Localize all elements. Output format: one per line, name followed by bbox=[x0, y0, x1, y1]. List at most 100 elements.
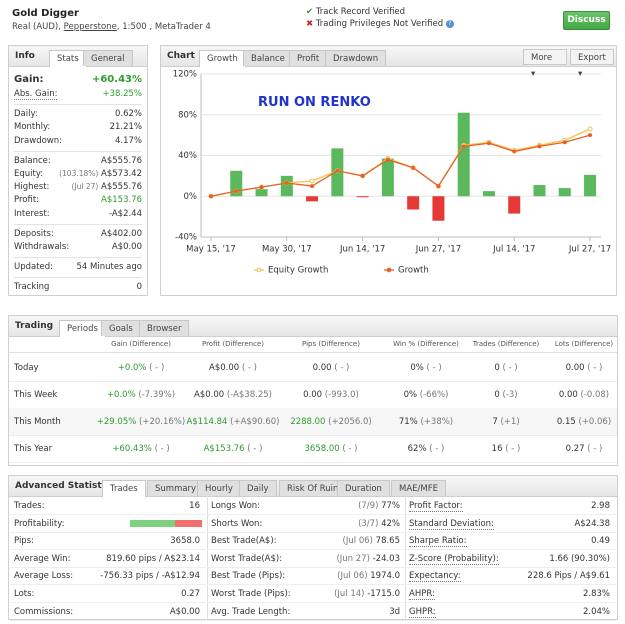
tab[interactable]: Browser bbox=[139, 320, 190, 336]
stat-row bbox=[10, 619, 206, 621]
cell-diff: (-A$38.25) bbox=[226, 390, 272, 400]
status-text: Trading Privileges Not Verified bbox=[315, 19, 444, 29]
table-cell: A$0.00 ( - ) bbox=[183, 363, 283, 373]
bar bbox=[558, 188, 571, 197]
table-cell: 0.00 (-0.08) bbox=[534, 390, 625, 400]
cell-diff: (-993.0) bbox=[324, 390, 359, 400]
stat-row bbox=[10, 514, 206, 515]
cell-diff: (+A$90.60) bbox=[230, 417, 280, 427]
tab[interactable]: Periods bbox=[59, 320, 106, 337]
stat-value-wrap: 2.83% bbox=[583, 589, 610, 599]
cell-value: A$0.00 bbox=[194, 390, 225, 400]
info-row: Drawdown: 4.17% bbox=[14, 135, 142, 148]
stat-value: -756.33 pips / -A$12.94 bbox=[100, 571, 200, 582]
stat-note: (Jul 06) bbox=[337, 571, 368, 582]
tab[interactable]: MAE/MFE bbox=[391, 480, 446, 496]
cell-value: +0.0% bbox=[117, 363, 147, 373]
tab[interactable]: Balance bbox=[243, 50, 293, 66]
cell-value: 0.00 bbox=[303, 390, 323, 400]
bar bbox=[457, 112, 470, 197]
info-row: Profit: A$153.76 bbox=[14, 194, 142, 207]
x-tick-label: May 15, '17 bbox=[186, 245, 236, 255]
tab[interactable]: Summary bbox=[147, 480, 205, 496]
table-cell: 7 (+1) bbox=[456, 417, 556, 427]
column-header: Trades (Difference) bbox=[472, 340, 540, 348]
info-label: Interest: bbox=[14, 208, 50, 219]
info-label: Daily: bbox=[14, 109, 38, 120]
stat-value-wrap: A$24.38 bbox=[574, 519, 610, 529]
stat-label: Pips: bbox=[14, 536, 34, 547]
tab[interactable]: Growth bbox=[199, 50, 246, 67]
point bbox=[284, 181, 289, 186]
table-row: Today +0.0% ( - ) A$0.00 ( - ) 0.00 ( - ) 0%… bbox=[9, 354, 617, 382]
stat-note: (Jun 27) bbox=[336, 553, 370, 564]
x-tick-label: Jun 27, '17 bbox=[415, 245, 461, 255]
cell-value: 0.27 bbox=[565, 444, 585, 454]
stat-label: Trades: bbox=[14, 501, 45, 511]
stat-value-wrap: A$0.00 bbox=[170, 607, 200, 617]
tab[interactable]: General bbox=[83, 50, 133, 66]
advanced-panel: Advanced Statistics Trades Summary Hourly D… bbox=[8, 475, 618, 621]
cell-diff: (-7.39%) bbox=[138, 390, 176, 400]
stat-value-wrap: (3/7) 42% bbox=[358, 519, 400, 529]
table-cell: 0.27 ( - ) bbox=[534, 444, 625, 454]
cell-value: 0.00 bbox=[558, 390, 578, 400]
discuss-button[interactable]: Discuss bbox=[563, 11, 610, 30]
cell-value: 3658.00 bbox=[304, 444, 340, 454]
info-panel: Info Stats General Gain: +60.43% Abs. Gain… bbox=[8, 45, 148, 296]
menu[interactable]: Export ▾ bbox=[570, 49, 614, 79]
bar bbox=[230, 170, 243, 197]
stat-value: -24.03 bbox=[372, 553, 400, 564]
point bbox=[486, 141, 491, 146]
tab[interactable]: Duration bbox=[337, 480, 390, 496]
point bbox=[411, 165, 416, 170]
stat-value: -1715.0 bbox=[367, 589, 400, 599]
info-row: Balance: A$555.76 bbox=[14, 155, 142, 168]
tab[interactable]: Stats bbox=[49, 50, 87, 67]
stat-value-wrap: 0.27 bbox=[181, 589, 200, 599]
stat-row bbox=[405, 566, 616, 568]
tab[interactable]: Goals bbox=[101, 320, 141, 336]
tab[interactable]: Profit bbox=[289, 50, 328, 66]
info-value-wrap: A$402.00 bbox=[101, 229, 142, 239]
info-value: A$402.00 bbox=[101, 228, 142, 239]
stat-value: 3658.0 bbox=[170, 536, 200, 547]
info-value: +60.43% bbox=[91, 74, 142, 85]
tab[interactable]: Hourly bbox=[197, 480, 241, 496]
bar bbox=[407, 196, 420, 210]
stat-value: 78.65 bbox=[375, 536, 400, 547]
stat-label: Average Loss: bbox=[14, 571, 74, 582]
menu-label: Export bbox=[578, 53, 606, 63]
stat-note: (Jul 06) bbox=[342, 536, 373, 547]
legend-label: Equity Growth bbox=[268, 266, 328, 276]
table-cell: +29.05% (+20.16%) bbox=[91, 417, 191, 427]
bar bbox=[255, 189, 268, 197]
stat-value-wrap: 819.60 pips / A$23.14 bbox=[106, 554, 200, 564]
info-label: Balance: bbox=[14, 155, 51, 166]
info-value-wrap: (Jul 27) A$555.76 bbox=[71, 182, 142, 192]
point bbox=[562, 140, 567, 145]
broker-link[interactable]: Pepperstone bbox=[63, 22, 117, 32]
info-row: Updated: 54 Minutes ago bbox=[14, 261, 142, 274]
point bbox=[512, 149, 517, 154]
tab[interactable]: Daily bbox=[239, 480, 277, 496]
stat-label: Average Win: bbox=[14, 553, 71, 564]
stat-note: (3/7) bbox=[358, 518, 379, 529]
stat-value: 2.98 bbox=[591, 501, 610, 511]
cell-diff: ( - ) bbox=[247, 444, 263, 454]
cell-value: 16 bbox=[491, 444, 503, 454]
tab[interactable]: Drawdown bbox=[325, 50, 387, 66]
cell-value: +0.0% bbox=[106, 390, 136, 400]
tab[interactable]: Trades bbox=[102, 480, 146, 497]
cell-value: 0.15 bbox=[556, 417, 576, 427]
bar bbox=[280, 175, 293, 197]
info-label: Drawdown: bbox=[14, 135, 62, 146]
table-cell: 2288.00 (+2056.0) bbox=[281, 417, 381, 427]
y-tick-label: 40% bbox=[178, 151, 197, 161]
panel-title: Chart bbox=[167, 51, 195, 61]
table-cell: 62% ( - ) bbox=[376, 444, 476, 454]
info-row: Gain: +60.43% bbox=[14, 73, 142, 88]
menu[interactable]: More ▾ bbox=[523, 49, 567, 79]
point bbox=[309, 178, 315, 184]
stat-value: 819.60 pips / A$23.14 bbox=[106, 553, 200, 564]
